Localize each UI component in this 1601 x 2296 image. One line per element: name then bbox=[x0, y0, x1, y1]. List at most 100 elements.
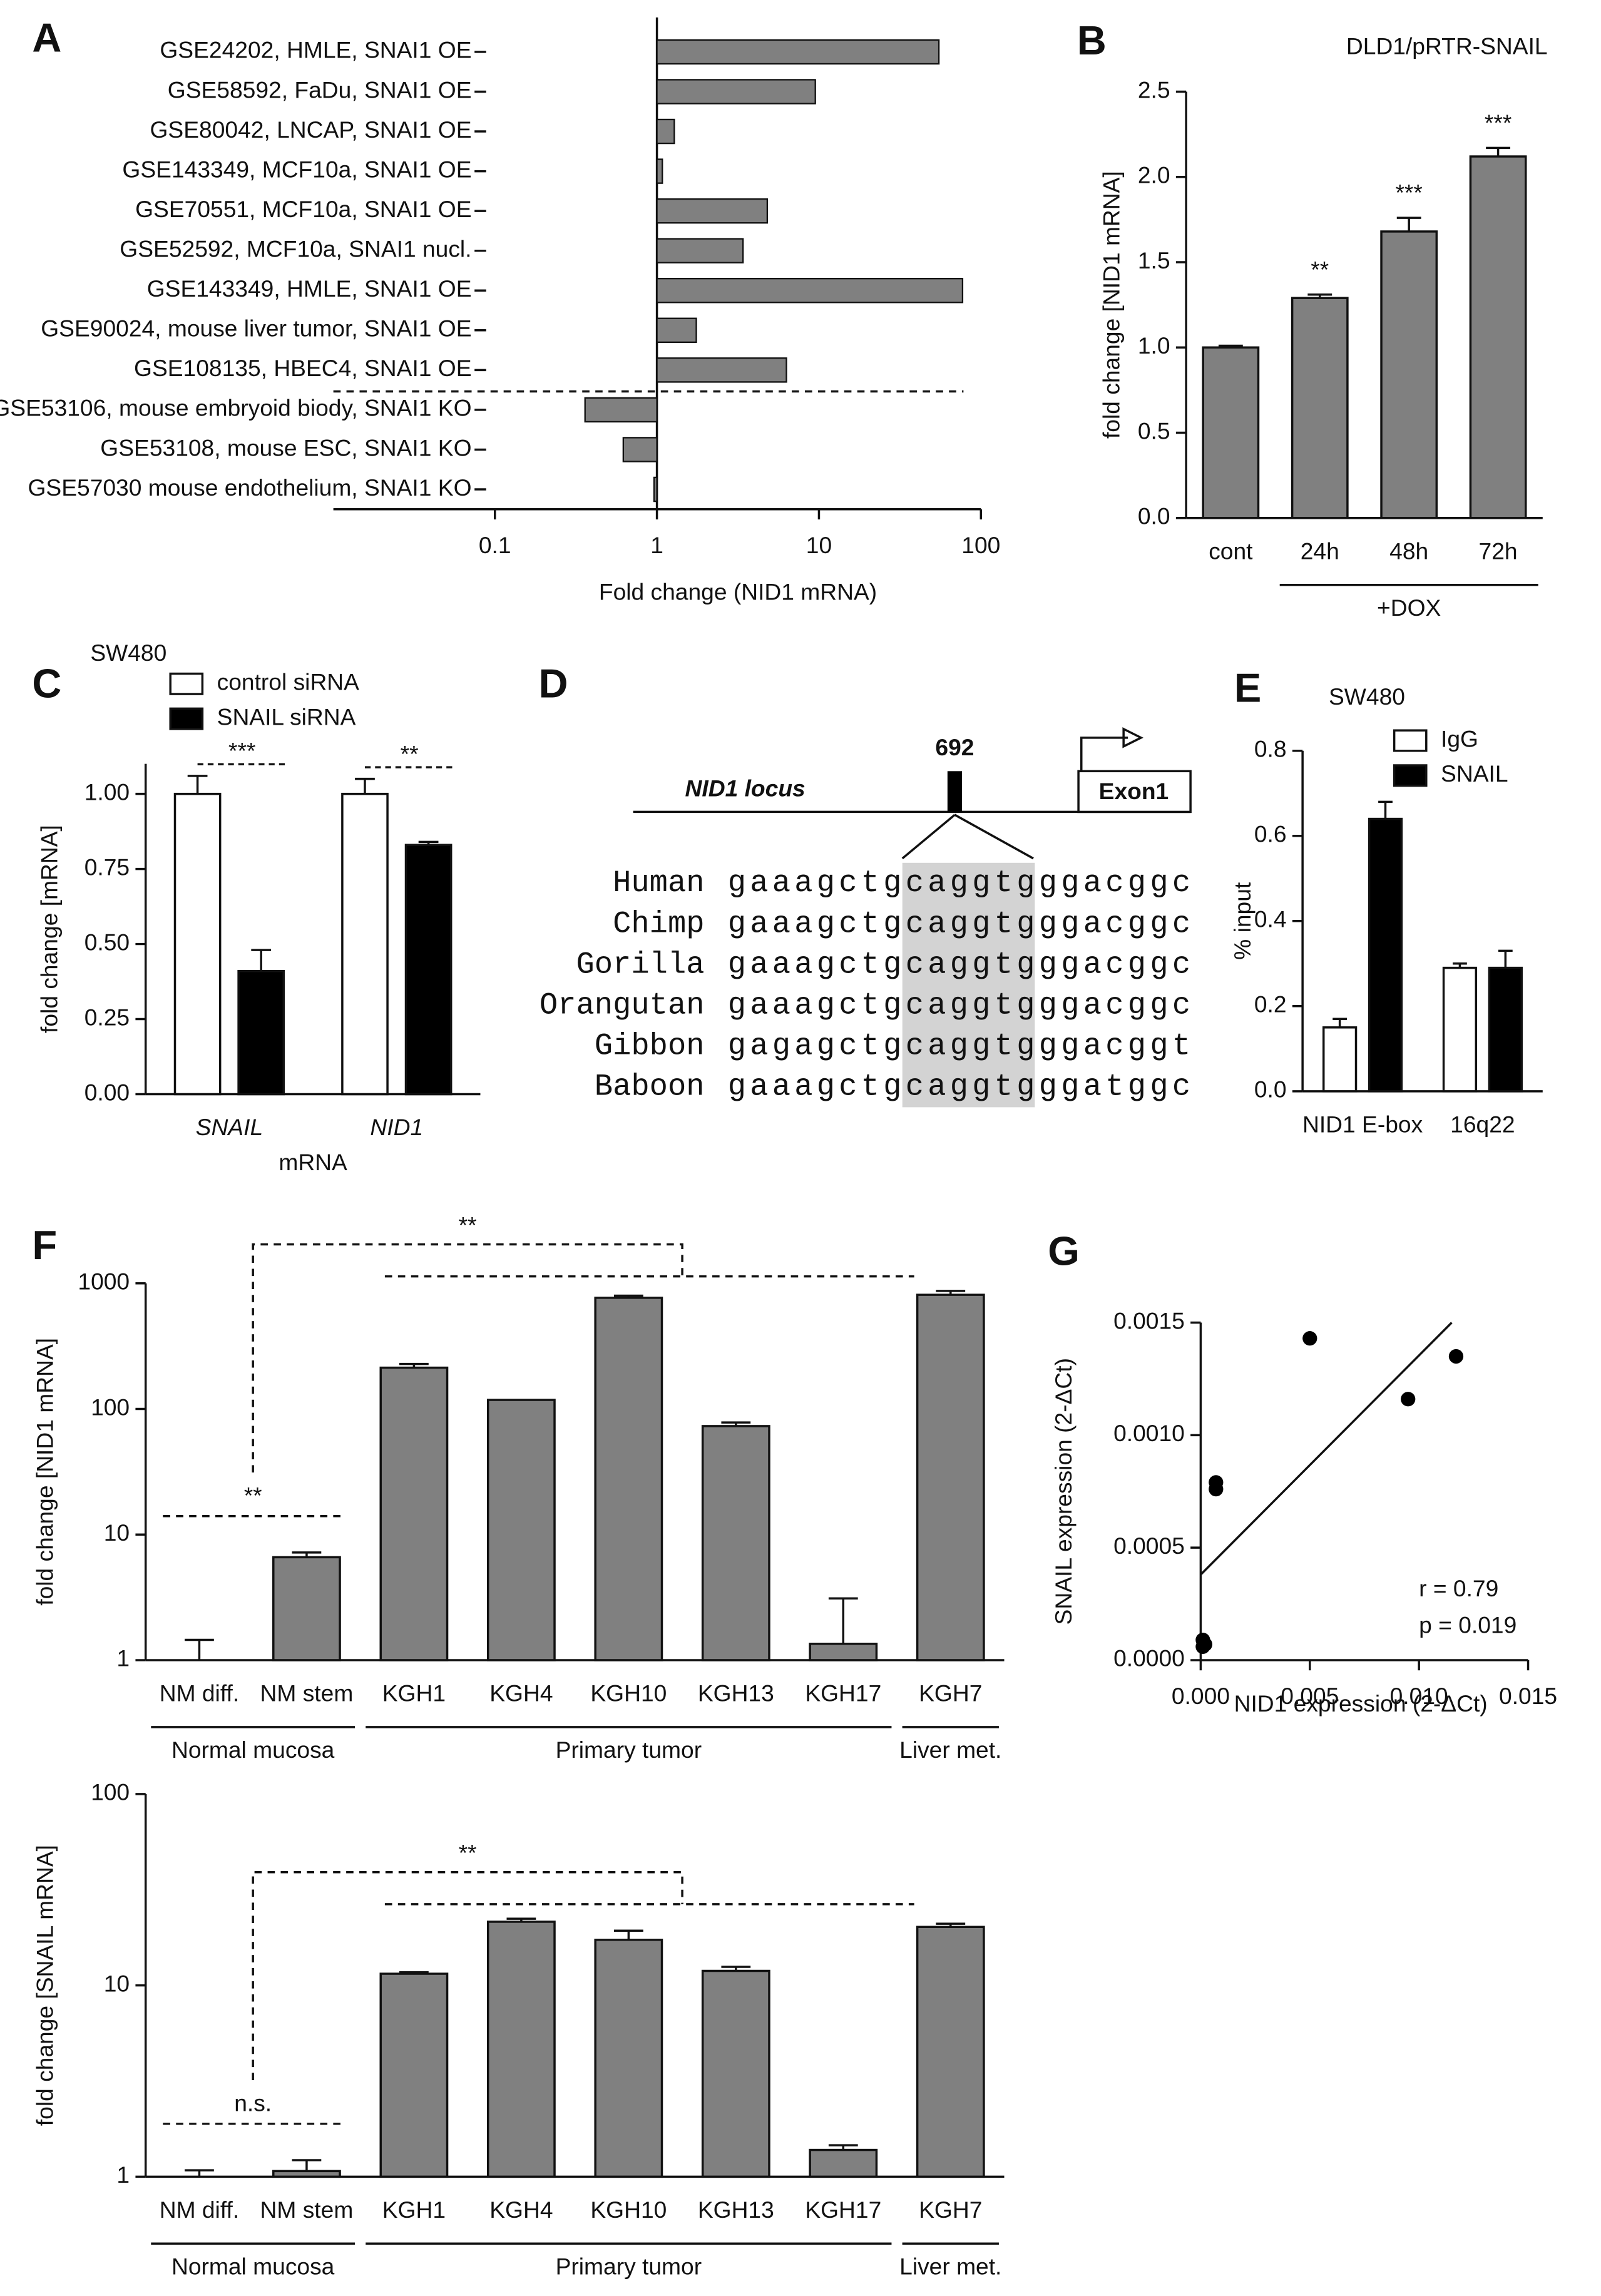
category-label: GSE24202, HMLE, SNAI1 OE bbox=[160, 37, 471, 63]
x-tick-label: KGH13 bbox=[698, 2197, 774, 2223]
y-tick-label: 0.25 bbox=[84, 1004, 130, 1030]
bar bbox=[916, 1926, 985, 2178]
species: Orangutan bbox=[540, 988, 705, 1023]
bar bbox=[809, 2148, 878, 2178]
bar bbox=[656, 39, 940, 65]
x-tick-label: KGH7 bbox=[919, 2197, 982, 2223]
sequence: gaaagctgcaggtgggatggc bbox=[728, 1069, 1190, 1105]
y-tick-label: 0.0000 bbox=[1113, 1645, 1185, 1671]
fit-line bbox=[1200, 1322, 1453, 1576]
category-label: GSE108135, HBEC4, SNAI1 OE bbox=[134, 355, 472, 381]
y-tick-label: 1000 bbox=[78, 1268, 130, 1295]
x-tick-label: 0.010 bbox=[1390, 1683, 1448, 1709]
x-tick-label: NM diff. bbox=[160, 2197, 239, 2223]
species: Human bbox=[613, 865, 704, 901]
bar bbox=[1380, 230, 1438, 519]
y-tick-label: 0.5 bbox=[1138, 417, 1170, 444]
significance: *** bbox=[228, 737, 255, 763]
x-tick-label: KGH10 bbox=[590, 1680, 667, 1707]
bar bbox=[809, 1643, 878, 1661]
tss-arrow bbox=[1080, 737, 1128, 772]
x-tick-label: KGH17 bbox=[805, 2197, 881, 2223]
significance: *** bbox=[1485, 110, 1511, 136]
panel-letter: C bbox=[32, 661, 61, 707]
legend-label: control siRNA bbox=[217, 669, 360, 695]
comparison-label: ** bbox=[459, 1212, 477, 1238]
group-label: Normal mucosa bbox=[171, 1737, 335, 1763]
bar bbox=[701, 1425, 770, 1661]
y-axis-label: fold change [mRNA] bbox=[36, 825, 62, 1033]
category-label: GSE143349, MCF10a, SNAI1 OE bbox=[122, 156, 471, 182]
species: Baboon bbox=[595, 1069, 705, 1105]
x-axis-label: mRNA bbox=[279, 1149, 347, 1175]
y-axis-label: fold change [NID1 mRNA] bbox=[1098, 171, 1125, 439]
x-tick-label: 10 bbox=[806, 532, 832, 558]
group-label: Normal mucosa bbox=[171, 2253, 335, 2280]
x-tick-label: NID1 E-box bbox=[1302, 1111, 1423, 1137]
category-label: GSE58592, FaDu, SNAI1 OE bbox=[168, 76, 472, 103]
legend-swatch bbox=[169, 707, 204, 730]
y-tick-label: 2.5 bbox=[1138, 76, 1170, 103]
y-tick-label: 0.4 bbox=[1254, 906, 1287, 932]
panel-letter: A bbox=[32, 14, 61, 60]
species: Gorilla bbox=[576, 947, 704, 982]
y-axis-label: SNAIL expression (2-ΔCt) bbox=[1050, 1358, 1077, 1625]
bar bbox=[701, 1969, 770, 2178]
bar bbox=[622, 437, 658, 462]
bar bbox=[656, 118, 675, 145]
panel-letter: E bbox=[1234, 665, 1261, 711]
x-tick-label: KGH10 bbox=[590, 2197, 667, 2223]
species: Gibbon bbox=[595, 1029, 705, 1064]
bar bbox=[1322, 1026, 1358, 1093]
panel-letter: F bbox=[32, 1222, 57, 1268]
comparison-label: ** bbox=[244, 1482, 262, 1508]
x-tick-label: NM stem bbox=[260, 2197, 354, 2223]
bar bbox=[379, 1972, 449, 2178]
bar bbox=[656, 238, 744, 263]
x-tick-label: KGH4 bbox=[489, 1680, 553, 1707]
tss-arrowhead bbox=[1122, 727, 1143, 748]
comparison-bracket bbox=[252, 1243, 683, 1472]
y-tick-label: 1.00 bbox=[84, 778, 130, 805]
y-tick-label: 0.2 bbox=[1254, 991, 1287, 1018]
group-label: Liver met. bbox=[899, 2253, 1001, 2280]
bar bbox=[594, 1939, 663, 2178]
y-tick-label: 2.0 bbox=[1138, 162, 1170, 188]
bar bbox=[656, 357, 787, 383]
bar bbox=[404, 844, 453, 1096]
point bbox=[1401, 1392, 1416, 1407]
bar bbox=[1469, 155, 1527, 519]
x-tick-label: 24h bbox=[1301, 538, 1339, 564]
x-tick-label: 0.015 bbox=[1499, 1683, 1557, 1709]
significance: ** bbox=[1311, 256, 1329, 282]
bar bbox=[584, 397, 658, 423]
comparison-label: ** bbox=[459, 1840, 477, 1866]
group-label: +DOX bbox=[1377, 594, 1441, 621]
y-tick-label: 1.5 bbox=[1138, 247, 1170, 273]
x-tick-label: KGH4 bbox=[489, 2197, 553, 2223]
legend-label: IgG bbox=[1441, 725, 1478, 752]
bar bbox=[1202, 346, 1260, 519]
category-label: GSE80042, LNCAP, SNAI1 OE bbox=[150, 116, 472, 143]
significance: *** bbox=[1395, 180, 1422, 206]
x-tick-label: KGH1 bbox=[382, 2197, 446, 2223]
y-axis-label: fold change [NID1 mRNA] bbox=[31, 1338, 58, 1606]
y-tick-label: 0.0 bbox=[1138, 503, 1170, 529]
category-label: GSE53106, mouse embryoid biody, SNAI1 KO bbox=[0, 395, 472, 421]
y-tick-label: 1 bbox=[116, 2161, 130, 2188]
legend-label: SNAIL bbox=[1441, 760, 1508, 787]
point bbox=[1448, 1349, 1464, 1364]
y-tick-label: 10 bbox=[104, 1970, 130, 1996]
x-tick-label: 100 bbox=[961, 532, 1000, 558]
y-tick-label: 1.0 bbox=[1138, 332, 1170, 359]
bar bbox=[486, 1921, 556, 2178]
sequence: gaaagctgcaggtgggacggc bbox=[728, 865, 1190, 901]
y-tick-label: 10 bbox=[104, 1519, 130, 1546]
bar bbox=[379, 1366, 449, 1661]
y-axis-label: fold change [SNAIL mRNA] bbox=[31, 1845, 58, 2126]
y-tick-label: 0.50 bbox=[84, 929, 130, 955]
bar bbox=[916, 1293, 985, 1661]
y-axis-label: % input bbox=[1229, 882, 1256, 960]
